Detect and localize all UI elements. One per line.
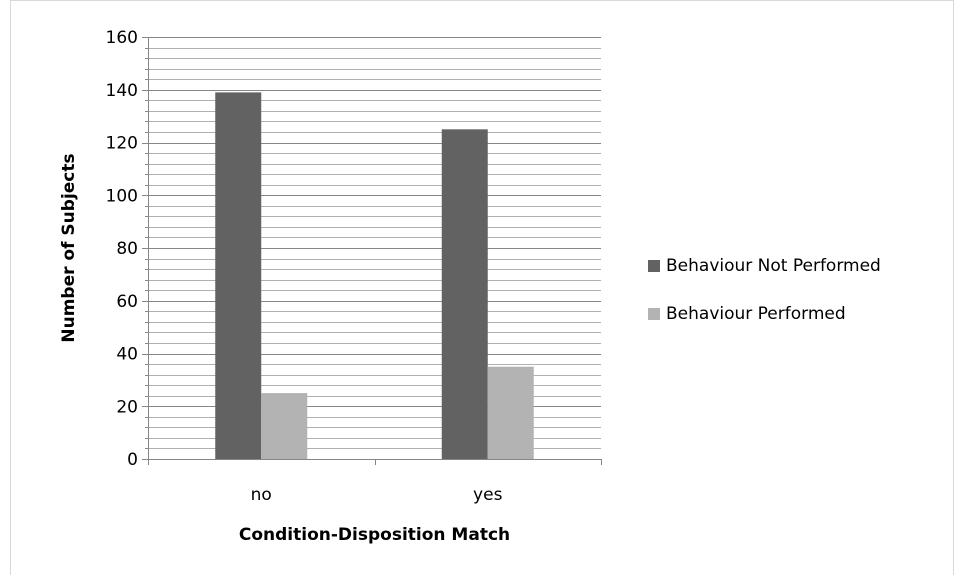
chart-frame (10, 0, 954, 575)
legend-swatch (648, 260, 660, 272)
legend-swatch (648, 308, 660, 320)
x-tick-label: yes (473, 485, 503, 505)
legend-label: Behaviour Not Performed (666, 256, 881, 276)
y-tick-label: 0 (127, 450, 138, 470)
y-tick-label: 20 (116, 397, 138, 417)
y-axis-title: Number of Subjects (59, 153, 79, 342)
y-tick-label: 140 (106, 81, 138, 101)
y-tick-label: 80 (116, 239, 138, 259)
bar-no-performed (261, 393, 308, 459)
y-tick-labels: 0 20 40 60 80 100 120 140 160 (106, 28, 138, 470)
bars (215, 92, 534, 459)
bar-yes-not-performed (441, 129, 488, 459)
axes (142, 37, 602, 465)
legend-label: Behaviour Performed (666, 304, 846, 324)
y-tick-label: 160 (106, 28, 138, 48)
y-tick-label: 100 (106, 186, 138, 206)
legend: Behaviour Not Performed Behaviour Perform… (648, 256, 881, 324)
x-tick-label: no (251, 485, 272, 505)
y-tick-label: 40 (116, 345, 138, 365)
bar-yes-performed (487, 366, 534, 459)
x-axis-title: Condition-Disposition Match (239, 525, 510, 545)
bar-no-not-performed (215, 92, 262, 459)
x-tick-labels: no yes (251, 485, 503, 505)
y-tick-label: 60 (116, 292, 138, 312)
y-tick-label: 120 (106, 134, 138, 154)
